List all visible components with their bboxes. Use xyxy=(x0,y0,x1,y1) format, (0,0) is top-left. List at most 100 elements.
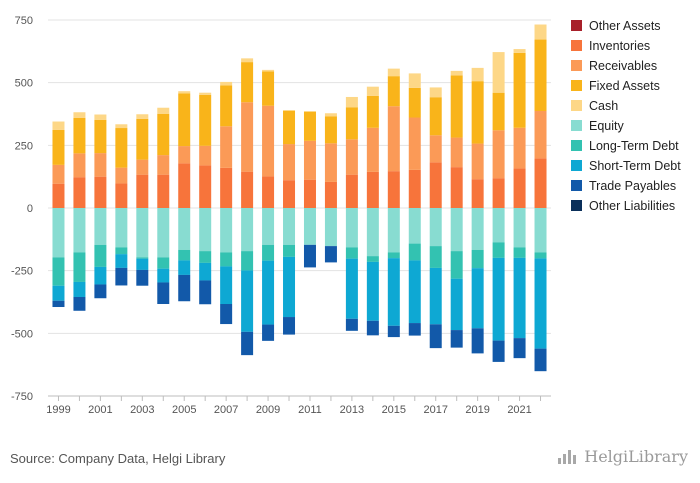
bar-fixed-assets-2007 xyxy=(220,85,233,127)
bar-receivables-2011 xyxy=(303,140,316,180)
bar-short-term-debt-2005 xyxy=(178,260,191,275)
bar-short-term-debt-1999 xyxy=(52,285,65,301)
bar-inventories-2015 xyxy=(387,171,400,208)
bar-long-term-debt-2002 xyxy=(115,247,128,255)
bar-inventories-2011 xyxy=(303,179,316,208)
legend-label-fixed-assets: Fixed Assets xyxy=(589,79,660,93)
legend-label-cash: Cash xyxy=(589,99,618,113)
bar-receivables-2003 xyxy=(136,159,149,175)
bar-inventories-2013 xyxy=(345,174,358,208)
bar-receivables-2005 xyxy=(178,146,191,164)
bar-equity-2006 xyxy=(199,208,212,252)
bar-short-term-debt-2008 xyxy=(241,270,254,332)
bar-equity-2008 xyxy=(241,208,254,252)
bar-trade-payables-2004 xyxy=(157,282,170,305)
bar-inventories-2008 xyxy=(241,171,254,208)
legend-label-receivables: Receivables xyxy=(589,59,657,73)
bar-receivables-2006 xyxy=(199,145,212,166)
bar-inventories-2001 xyxy=(94,176,107,208)
bar-cash-2012 xyxy=(324,113,337,117)
bar-equity-2001 xyxy=(94,208,107,245)
bar-cash-2008 xyxy=(241,58,254,63)
bar-equity-2010 xyxy=(283,208,296,245)
bar-equity-2000 xyxy=(73,208,86,253)
bar-equity-2014 xyxy=(366,208,379,257)
bar-cash-2022 xyxy=(534,24,547,40)
bar-fixed-assets-2015 xyxy=(387,76,400,107)
bar-long-term-debt-2017 xyxy=(429,246,442,268)
bar-long-term-debt-2020 xyxy=(492,242,505,258)
legend-swatch-long-term-debt xyxy=(571,140,582,151)
bar-inventories-2021 xyxy=(513,168,526,208)
bar-fixed-assets-2022 xyxy=(534,39,547,111)
legend-label-long-term-debt: Long-Term Debt xyxy=(589,139,679,153)
bar-long-term-debt-2007 xyxy=(220,252,233,267)
bar-short-term-debt-2020 xyxy=(492,257,505,341)
bar-cash-2020 xyxy=(492,52,505,93)
legend-swatch-equity xyxy=(571,120,582,131)
bar-fixed-assets-2001 xyxy=(94,119,107,154)
bar-short-term-debt-2003 xyxy=(136,258,149,270)
bar-inventories-2007 xyxy=(220,167,233,208)
bar-long-term-debt-2005 xyxy=(178,249,191,261)
bar-cash-2021 xyxy=(513,49,526,53)
x-tick-label: 2003 xyxy=(130,404,154,416)
brand-name: HelgiLibrary xyxy=(584,447,688,466)
legend-label-other-assets: Other Assets xyxy=(589,19,661,33)
bar-trade-payables-2020 xyxy=(492,340,505,362)
bar-fixed-assets-2020 xyxy=(492,92,505,131)
bar-receivables-2010 xyxy=(283,144,296,181)
bar-short-term-debt-2009 xyxy=(262,260,275,325)
bar-long-term-debt-2010 xyxy=(283,244,296,257)
bar-short-term-debt-2019 xyxy=(471,268,484,329)
x-tick-label: 2001 xyxy=(88,404,112,416)
bar-long-term-debt-2003 xyxy=(136,257,149,259)
bar-trade-payables-2007 xyxy=(220,304,233,325)
bar-fixed-assets-2006 xyxy=(199,94,212,146)
bar-short-term-debt-2002 xyxy=(115,254,128,268)
bar-receivables-2012 xyxy=(324,143,337,182)
bar-trade-payables-2016 xyxy=(408,323,421,336)
legend-label-equity: Equity xyxy=(589,119,624,133)
y-tick-label: 0 xyxy=(27,203,33,215)
bar-long-term-debt-2008 xyxy=(241,251,254,271)
bar-fixed-assets-2002 xyxy=(115,128,128,168)
bar-inventories-2009 xyxy=(262,176,275,208)
bar-fixed-assets-2016 xyxy=(408,87,421,118)
bar-fixed-assets-1999 xyxy=(52,129,65,165)
bar-fixed-assets-2019 xyxy=(471,81,484,144)
y-tick-label: -250 xyxy=(11,266,33,278)
bar-long-term-debt-1999 xyxy=(52,257,65,286)
bar-cash-2005 xyxy=(178,91,191,94)
bar-trade-payables-2021 xyxy=(513,338,526,359)
x-tick-label: 2011 xyxy=(298,404,322,416)
bar-short-term-debt-2022 xyxy=(534,258,547,349)
bar-receivables-2016 xyxy=(408,117,421,170)
bar-inventories-2006 xyxy=(199,165,212,208)
bar-fixed-assets-2018 xyxy=(450,75,463,138)
bar-fixed-assets-2003 xyxy=(136,118,149,160)
y-tick-label: -750 xyxy=(11,391,33,403)
bar-receivables-2000 xyxy=(73,153,86,178)
bar-cash-2019 xyxy=(471,67,484,82)
bar-cash-2007 xyxy=(220,81,233,86)
bar-inventories-2004 xyxy=(157,174,170,208)
bar-receivables-1999 xyxy=(52,164,65,184)
bar-inventories-2019 xyxy=(471,179,484,208)
bar-equity-2021 xyxy=(513,208,526,248)
bar-short-term-debt-2006 xyxy=(199,262,212,281)
bar-cash-2004 xyxy=(157,107,170,114)
y-tick-label: 750 xyxy=(15,15,33,27)
x-tick-label: 2015 xyxy=(382,404,406,416)
bar-cash-2015 xyxy=(387,68,400,77)
bar-cash-2014 xyxy=(366,86,379,96)
bar-trade-payables-2018 xyxy=(450,330,463,348)
bar-trade-payables-2001 xyxy=(94,284,107,299)
bars xyxy=(52,24,547,372)
bar-equity-2016 xyxy=(408,208,421,244)
bar-equity-2013 xyxy=(345,208,358,248)
bar-inventories-2017 xyxy=(429,162,442,208)
bar-long-term-debt-2004 xyxy=(157,257,170,269)
bar-receivables-2009 xyxy=(262,105,275,177)
